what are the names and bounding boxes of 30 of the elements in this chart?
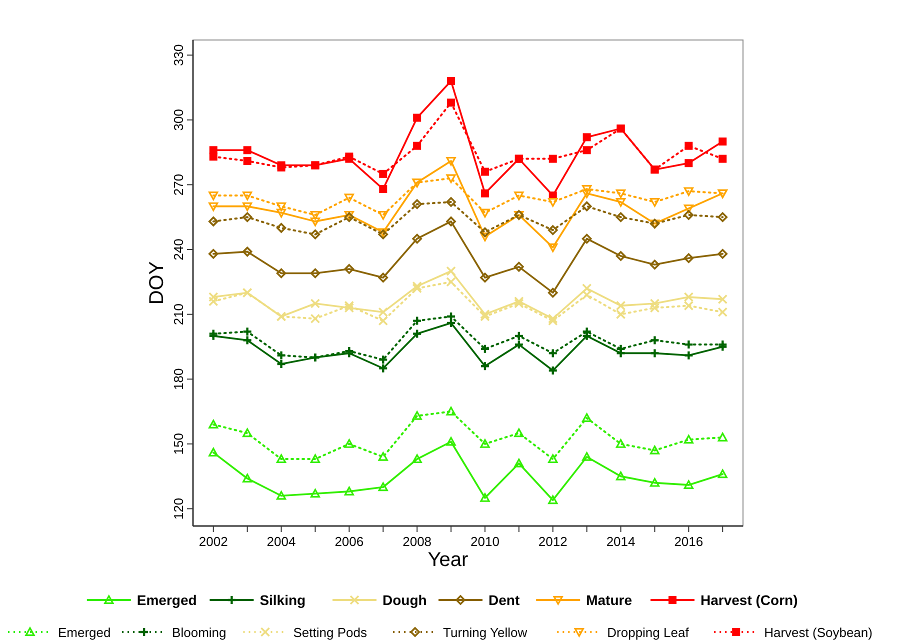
x-tick-label: 2010 — [470, 534, 500, 549]
legend-label: Harvest (Soybean) — [764, 625, 872, 640]
legend-label: Dough — [382, 592, 427, 608]
y-tick-label: 180 — [171, 368, 186, 390]
legend-label: Harvest (Corn) — [700, 592, 798, 608]
legend-label: Emerged — [136, 592, 197, 608]
y-tick-label: 300 — [171, 109, 186, 131]
y-tick-label: 150 — [171, 433, 186, 455]
y-tick-label: 330 — [171, 44, 186, 66]
x-tick-label: 2014 — [606, 534, 636, 549]
x-tick-label: 2002 — [198, 534, 228, 549]
x-tick-label: 2004 — [266, 534, 296, 549]
x-tick-label: 2016 — [674, 534, 704, 549]
legend-label: Emerged — [58, 625, 111, 640]
x-tick-label: 2008 — [402, 534, 432, 549]
y-tick-label: 270 — [171, 174, 186, 196]
legend-label: Mature — [586, 592, 632, 608]
x-tick-label: 2006 — [334, 534, 364, 549]
legend-label: Blooming — [172, 625, 226, 640]
x-tick-label: 2012 — [538, 534, 568, 549]
y-tick-label: 240 — [171, 238, 186, 260]
y-tick-label: 120 — [171, 498, 186, 520]
legend-label: Dropping Leaf — [607, 625, 690, 640]
legend-label: Dent — [488, 592, 520, 608]
legend-label: Turning Yellow — [443, 625, 528, 640]
legend-label: Silking — [260, 592, 306, 608]
legend-label: Setting Pods — [293, 625, 368, 640]
y-axis-title: DOY — [146, 261, 168, 305]
x-axis-title: Year — [428, 549, 469, 571]
y-tick-label: 210 — [171, 303, 186, 326]
